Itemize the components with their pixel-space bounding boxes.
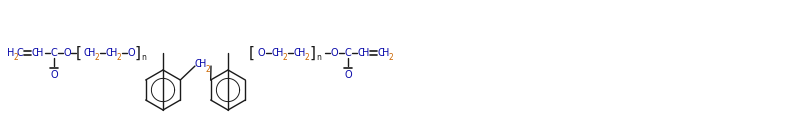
Text: [: [	[76, 45, 82, 61]
Text: H: H	[363, 48, 370, 58]
Text: C: C	[51, 48, 57, 58]
Text: ]: ]	[310, 45, 316, 61]
Text: H: H	[200, 59, 207, 69]
Text: H: H	[382, 48, 390, 58]
Text: 2: 2	[14, 54, 18, 62]
Text: 2: 2	[117, 54, 122, 62]
Text: O: O	[330, 48, 338, 58]
Text: C: C	[378, 48, 384, 58]
Text: H: H	[88, 48, 95, 58]
Text: C: C	[17, 48, 23, 58]
Text: 2: 2	[389, 54, 394, 62]
Text: O: O	[63, 48, 71, 58]
Text: C: C	[32, 48, 38, 58]
Text: n: n	[316, 54, 321, 62]
Text: C: C	[272, 48, 278, 58]
Text: [: [	[249, 45, 255, 61]
Text: ]: ]	[135, 45, 141, 61]
Text: H: H	[298, 48, 306, 58]
Text: 2: 2	[206, 65, 211, 73]
Text: H: H	[111, 48, 118, 58]
Text: O: O	[127, 48, 135, 58]
Text: O: O	[344, 70, 352, 80]
Text: C: C	[293, 48, 301, 58]
Text: O: O	[258, 48, 265, 58]
Text: 2: 2	[283, 54, 287, 62]
Text: C: C	[83, 48, 91, 58]
Text: 2: 2	[95, 54, 99, 62]
Text: O: O	[50, 70, 58, 80]
Text: C: C	[358, 48, 364, 58]
Text: H: H	[277, 48, 284, 58]
Text: H: H	[37, 48, 44, 58]
Text: 2: 2	[304, 54, 309, 62]
Text: n: n	[142, 54, 146, 62]
Text: C: C	[195, 59, 201, 69]
Text: C: C	[106, 48, 112, 58]
Text: H: H	[7, 48, 14, 58]
Text: C: C	[344, 48, 351, 58]
